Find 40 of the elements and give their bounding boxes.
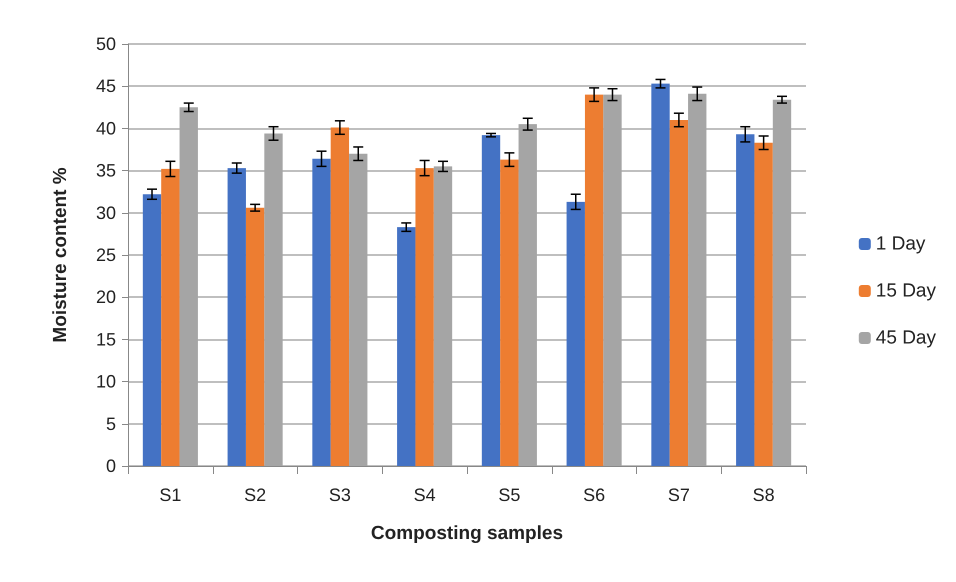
- bar: [330, 128, 350, 466]
- y-tick-label: 0: [106, 456, 116, 476]
- bar: [161, 168, 180, 466]
- bar: [651, 84, 670, 466]
- y-tick-label: 45: [96, 76, 116, 96]
- legend-label: 1 Day: [876, 234, 926, 254]
- x-tick-label: S5: [498, 485, 520, 505]
- y-tick-label: 25: [96, 245, 116, 265]
- bar: [500, 160, 519, 466]
- y-tick-label: 20: [96, 287, 116, 308]
- y-tick-label: 35: [96, 160, 116, 181]
- x-tick-label: S6: [583, 485, 606, 505]
- y-tick-label: 5: [106, 414, 116, 434]
- bar: [397, 227, 416, 466]
- y-tick-label: 50: [96, 34, 116, 54]
- bar: [312, 158, 331, 466]
- y-tick-label: 30: [96, 202, 116, 223]
- y-axis-title: Moisture content %: [50, 167, 71, 343]
- x-axis-title: Composting samples: [370, 523, 564, 544]
- bar: [482, 135, 500, 466]
- bar: [142, 194, 162, 466]
- bar: [584, 94, 604, 466]
- x-tick-label: S2: [244, 485, 266, 505]
- x-tick-label: S4: [414, 485, 436, 505]
- legend-label: 15 Day: [876, 280, 936, 302]
- y-tick-label: 10: [96, 372, 116, 392]
- bar: [246, 208, 264, 466]
- x-tick-label: S7: [668, 485, 690, 505]
- x-tick-label: S8: [752, 485, 775, 505]
- y-tick-label: 15: [96, 329, 116, 350]
- bar: [754, 142, 773, 466]
- x-tick-label: S3: [328, 485, 351, 505]
- bar: [670, 120, 688, 466]
- x-tick-label: S1: [159, 485, 182, 505]
- bar: [228, 168, 246, 466]
- legend-label: 45 Day: [876, 328, 936, 348]
- bar: [566, 202, 585, 466]
- bar: [415, 168, 434, 466]
- bar: [736, 134, 754, 466]
- y-tick-label: 40: [96, 118, 116, 138]
